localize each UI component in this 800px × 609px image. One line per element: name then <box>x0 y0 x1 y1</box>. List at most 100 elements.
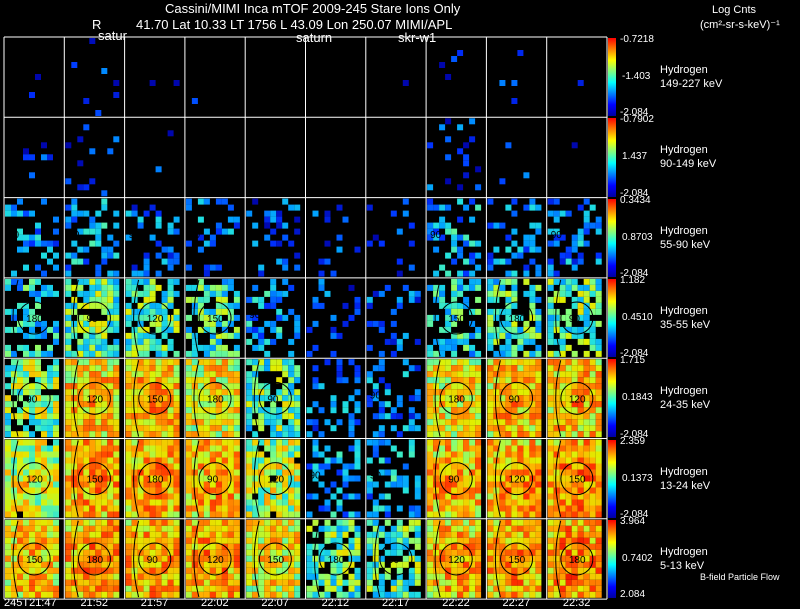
contour-arc <box>555 520 562 598</box>
contour-ring <box>258 381 292 415</box>
units-title: Log Cnts <box>712 4 757 16</box>
heatmap-cell: 180 <box>427 359 482 438</box>
heatmap-cell: 120 <box>5 439 59 518</box>
time-tick-label: 22:22 <box>442 597 470 609</box>
contour-arc <box>72 520 79 598</box>
contour-arc <box>434 360 441 437</box>
colorbar-min-label: 2.084 <box>620 589 646 601</box>
heatmap-cell: 90 <box>65 198 120 277</box>
colorbar <box>608 38 616 117</box>
contour-ring <box>17 462 51 496</box>
contour-arc <box>434 520 441 598</box>
heatmap-cell <box>577 80 584 86</box>
colorbar-min-label: -2.084 <box>620 187 649 199</box>
contour-label: 180 <box>328 555 345 566</box>
contour-label: 150 <box>448 314 465 325</box>
colorbar-mid-label: 1.437 <box>622 151 648 163</box>
contour-label: 150 <box>569 475 586 486</box>
contour-arc <box>555 440 562 517</box>
heatmap-cell: 150 <box>547 439 602 518</box>
contour-ring <box>500 542 534 576</box>
heatmap-cell <box>571 142 578 149</box>
species-label: Hydrogen <box>660 545 708 558</box>
r-label: R <box>92 17 102 32</box>
contour-label: 90 <box>370 390 382 401</box>
contour-label: 120 <box>509 475 526 486</box>
contour-label: 180 <box>147 475 164 486</box>
energy-label: 90-149 keV <box>660 158 717 171</box>
contour-ring <box>138 462 172 496</box>
energy-label: 55-90 keV <box>660 238 711 251</box>
contour-arc <box>133 440 140 517</box>
heatmap-cell <box>29 74 41 98</box>
chart-title: Cassini/MIMI Inca mTOF 2009-245 Stare Io… <box>165 1 461 16</box>
contour-ring <box>439 462 473 496</box>
energy-label: 13-24 keV <box>660 479 711 492</box>
time-tick-label: 22:02 <box>201 597 229 609</box>
contour-ring <box>439 381 473 415</box>
footer-label: B-field Particle Flow <box>700 572 780 582</box>
contour-arc <box>494 440 501 517</box>
contour-ring <box>17 381 51 415</box>
heatmap-cell: 180 <box>547 519 602 598</box>
colorbar <box>608 118 616 197</box>
heatmap-cell: 90 <box>306 359 361 438</box>
contour-ring <box>500 462 534 496</box>
heatmap-cell: 150 <box>65 439 120 518</box>
contour-label: 150 <box>509 555 526 566</box>
contour-arc <box>253 520 260 598</box>
heatmap-cell: 90 <box>65 278 120 357</box>
colorbar-max-label: -0.7218 <box>620 34 654 45</box>
contour-arc <box>555 279 562 357</box>
contour-arc <box>133 279 140 357</box>
heatmap-cell: 180 <box>125 439 180 518</box>
heatmap-cell <box>366 198 415 277</box>
heatmap-cell: 90 <box>125 519 180 598</box>
contour-label: 90 <box>448 475 460 486</box>
colorbar-max-label: 3.964 <box>620 515 646 527</box>
contour-ring <box>500 381 534 415</box>
contour-ring <box>258 542 292 576</box>
contour-ring <box>560 301 594 335</box>
colorbar-min-label: -2.084 <box>620 107 649 119</box>
heatmap-cell: 120 <box>487 439 542 518</box>
colorbar-min-label: -2.084 <box>620 428 649 440</box>
contour-ring <box>560 542 594 576</box>
contour-arc <box>434 279 441 357</box>
heatmap-cell <box>191 98 198 104</box>
contour-ring <box>138 381 172 415</box>
time-tick-label: 21:57 <box>140 597 169 609</box>
contour-label: 90 <box>551 230 563 241</box>
energy-label: 5-13 keV <box>660 559 705 572</box>
colorbar-max-label: -0.7902 <box>620 114 654 126</box>
contour-label: 150 <box>267 555 284 566</box>
species-label: Hydrogen <box>660 64 708 77</box>
contour-ring <box>198 301 232 335</box>
heatmap-cell: 180 <box>185 359 240 438</box>
contour-label: 90 <box>189 230 201 241</box>
contour-label: 180 <box>569 555 586 566</box>
species-label: Hydrogen <box>660 465 708 478</box>
contour-ring <box>77 381 111 415</box>
contour-ring <box>560 462 594 496</box>
contour-ring <box>319 542 353 576</box>
heatmap-cell: 90 <box>5 359 59 438</box>
contour-arc <box>193 279 200 357</box>
time-tick-label: 22:27 <box>502 597 531 609</box>
contour-label: 90 <box>310 471 322 482</box>
heatmap-cell: 120 <box>65 359 120 438</box>
contour-ring <box>198 542 232 576</box>
energy-label: 24-35 keV <box>660 399 711 412</box>
species-label: Hydrogen <box>660 224 708 237</box>
contour-label: 150 <box>147 394 164 405</box>
colorbar <box>608 198 616 277</box>
colorbar-mid-label: 0.8703 <box>622 231 653 243</box>
heatmap-cell: 90 <box>547 278 602 357</box>
contour-label: 90 <box>249 310 261 321</box>
contour-label: 90 <box>569 314 581 325</box>
energy-label: 35-55 keV <box>660 319 711 332</box>
heatmap-cell: 90 <box>366 519 421 598</box>
contour-arc <box>555 360 562 437</box>
contour-label: 150 <box>86 475 103 486</box>
